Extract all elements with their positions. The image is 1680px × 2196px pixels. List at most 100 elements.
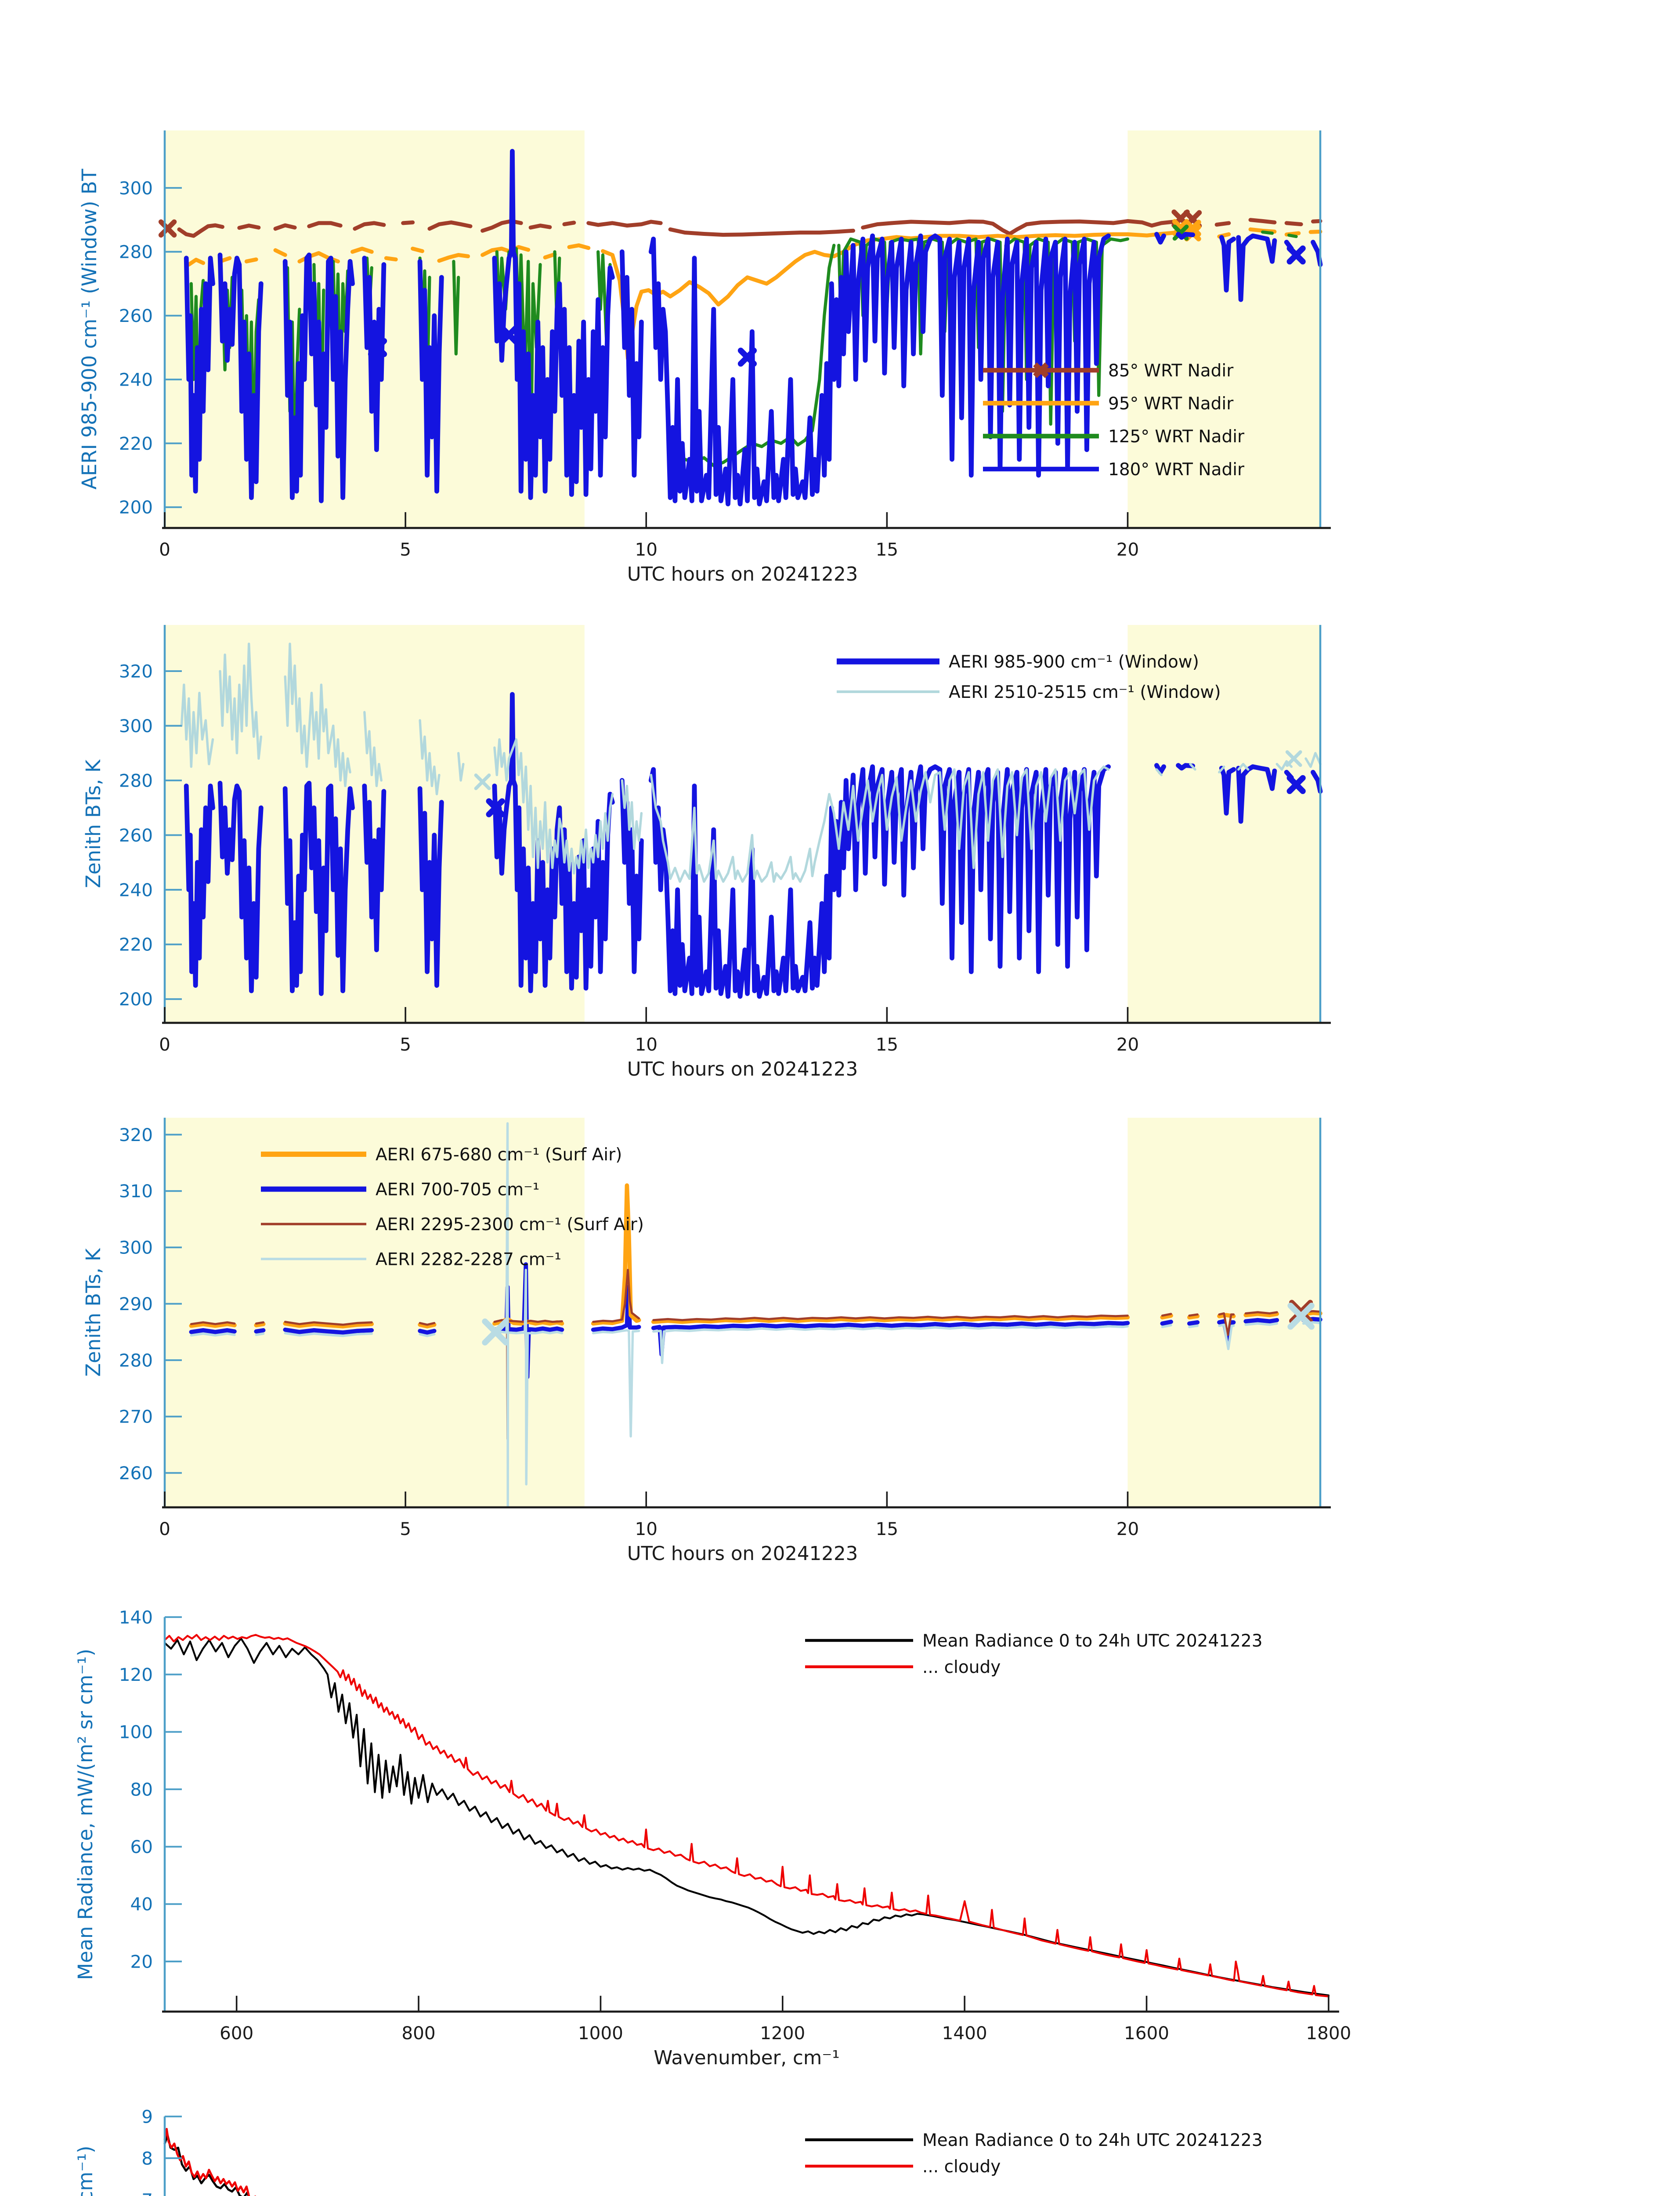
y-axis-label: Mean Radiance, mW/(m² sr cm⁻¹) (74, 1649, 97, 1980)
x-tick-label: 1600 (1124, 2023, 1169, 2044)
y-tick-label: 300 (119, 177, 153, 199)
axes: 200 220 240 260 280 300 0 5 10 15 20 UTC hours on 2… (78, 130, 1331, 585)
legend-label: Mean Radiance 0 to 24h UTC 20241223 (922, 2131, 1263, 2150)
x-tick-label: 0 (159, 1518, 170, 1539)
y-tick-label: 320 (119, 1124, 153, 1145)
y-tick-label: 200 (119, 497, 153, 518)
y-tick-label: 7 (141, 2189, 153, 2196)
legend-label: AERI 985-900 cm⁻¹ (Window) (949, 652, 1199, 672)
night-shading (1127, 625, 1320, 1023)
y-tick-label: 280 (119, 242, 153, 263)
y-tick-label: 280 (119, 770, 153, 791)
x-tick-label: 20 (1116, 539, 1139, 560)
legend-label: Mean Radiance 0 to 24h UTC 20241223 (922, 1631, 1263, 1651)
x-tick-label: 5 (400, 1034, 411, 1055)
series-180-wrt-nadir (184, 149, 1323, 506)
y-tick-label: 240 (119, 879, 153, 900)
legend-label: 95° WRT Nadir (1108, 394, 1234, 414)
x-tick-label: 0 (159, 1034, 170, 1055)
chart-mean-radiance-1800-3020: 01234567891800200022002400260028003000Wa… (74, 2106, 1263, 2196)
legend-label: AERI 675-680 cm⁻¹ (Surf Air) (376, 1145, 622, 1165)
legend: 85° WRT Nadir 95° WRT Nadir 125° WRT Nadir… (983, 361, 1245, 480)
legend: Mean Radiance 0 to 24h UTC 20241223 ... c… (805, 2131, 1263, 2177)
y-tick-label: 290 (119, 1293, 153, 1315)
legend-swatch-marker (1033, 362, 1049, 378)
y-tick-label: 320 (119, 661, 153, 682)
axes: 200 220 240 260 280 300 320 0 5 10 15 20 UTC hours o… (82, 625, 1331, 1080)
x-axis-label: UTC hours on 20241223 (627, 563, 858, 585)
x-tick-label: 1800 (1306, 2023, 1351, 2044)
legend-label: AERI 2282-2287 cm⁻¹ (376, 1250, 561, 1269)
y-tick-label: 240 (119, 369, 153, 390)
series-aeri-2295-2300 (190, 1268, 1322, 1440)
x-tick-label: 15 (876, 539, 899, 560)
x-tick-label: 20 (1116, 1034, 1139, 1055)
y-tick-label: 300 (119, 1237, 153, 1258)
y-tick-label: 220 (119, 433, 153, 454)
x-tick-label: 20 (1116, 1518, 1139, 1539)
x-tick-label: 800 (401, 2023, 435, 2044)
legend-label: AERI 2510-2515 cm⁻¹ (Window) (949, 683, 1221, 702)
legend-label: 85° WRT Nadir (1108, 361, 1234, 381)
axes: 20 40 60 80 100 120 140 600 800 1000 1200 1400 1600 1… (74, 1607, 1351, 2069)
y-tick-label: 20 (130, 1951, 153, 1972)
y-tick-label: 280 (119, 1350, 153, 1371)
y-axis-label: Zenith BTs, K (82, 759, 105, 888)
series-aeri-985-900-window (184, 692, 1323, 999)
series-aeri-2282-2287 (190, 1122, 1322, 1508)
y-axis-label: AERI 985-900 cm⁻¹ (Window) BT (78, 169, 101, 490)
y-axis-label: Mean Radiance, mW/(m² sr cm⁻¹) (74, 2145, 97, 2196)
x-tick-label: 10 (635, 1518, 658, 1539)
y-tick-label: 270 (119, 1406, 153, 1427)
x-tick-label: 10 (635, 1034, 658, 1055)
y-tick-label: 300 (119, 715, 153, 737)
chart-bt-view-angles: 200 220 240 260 280 300 0 5 10 15 20 UTC hours on 2… (78, 130, 1331, 585)
y-tick-label: 8 (141, 2148, 153, 2169)
y-tick-label: 260 (119, 305, 153, 326)
x-tick-label: 15 (876, 1518, 899, 1539)
y-tick-label: 80 (130, 1779, 153, 1800)
x-tick-label: 0 (159, 539, 170, 560)
y-tick-label: 40 (130, 1894, 153, 1915)
legend-label: 180° WRT Nadir (1108, 460, 1245, 480)
legend-label: AERI 2295-2300 cm⁻¹ (Surf Air) (376, 1215, 644, 1235)
legend: AERI 675-680 cm⁻¹ (Surf Air) AERI 700-705… (261, 1145, 644, 1269)
y-tick-label: 200 (119, 989, 153, 1010)
y-tick-label: 310 (119, 1181, 153, 1202)
legend: AERI 985-900 cm⁻¹ (Window) AERI 2510-2515… (837, 652, 1221, 702)
x-axis-label: UTC hours on 20241223 (627, 1058, 858, 1080)
axes: 260 270 280 290 300 310 320 0 5 10 15 20 UTC hours o… (82, 1117, 1331, 1565)
legend: Mean Radiance 0 to 24h UTC 20241223 ... c… (805, 1631, 1263, 1677)
y-axis-label: Zenith BTs, K (82, 1248, 105, 1377)
y-tick-label: 60 (130, 1836, 153, 1857)
night-shading (165, 1117, 585, 1507)
series-aeri-2510-2515-window (180, 643, 1322, 883)
y-tick-label: 260 (119, 1463, 153, 1484)
legend-label: ... cloudy (922, 2157, 1001, 2177)
y-tick-label: 120 (119, 1664, 153, 1685)
night-shading (1127, 130, 1320, 528)
x-tick-label: 10 (635, 539, 658, 560)
x-tick-label: 5 (400, 539, 411, 560)
chart-zenith-co2-bts: 260 270 280 290 300 310 320 0 5 10 15 20 UTC hours o… (82, 1117, 1331, 1565)
legend-label: AERI 700-705 cm⁻¹ (376, 1180, 539, 1199)
x-tick-label: 5 (400, 1518, 411, 1539)
series-mean-radiance-cloudy (163, 1634, 1330, 1997)
x-axis-label: UTC hours on 20241223 (627, 1543, 858, 1565)
chart-mean-radiance-520-1800: 20 40 60 80 100 120 140 600 800 1000 1200 1400 1600 1… (74, 1607, 1351, 2069)
y-tick-label: 140 (119, 1607, 153, 1628)
y-tick-label: 260 (119, 825, 153, 846)
legend-label: 125° WRT Nadir (1108, 427, 1245, 447)
x-tick-label: 1400 (942, 2023, 987, 2044)
series-mean-radiance-clear (163, 1637, 1330, 1997)
legend-label: ... cloudy (922, 1658, 1001, 1677)
y-tick-label: 220 (119, 934, 153, 955)
x-tick-label: 15 (876, 1034, 899, 1055)
y-tick-label: 100 (119, 1722, 153, 1743)
axes: 01234567891800200022002400260028003000Wa… (74, 2106, 182, 2196)
chart-zenith-window-bts: 200 220 240 260 280 300 320 0 5 10 15 20 UTC hours o… (82, 625, 1331, 1080)
x-tick-label: 600 (220, 2023, 253, 2044)
x-axis-label: Wavenumber, cm⁻¹ (654, 2047, 840, 2069)
